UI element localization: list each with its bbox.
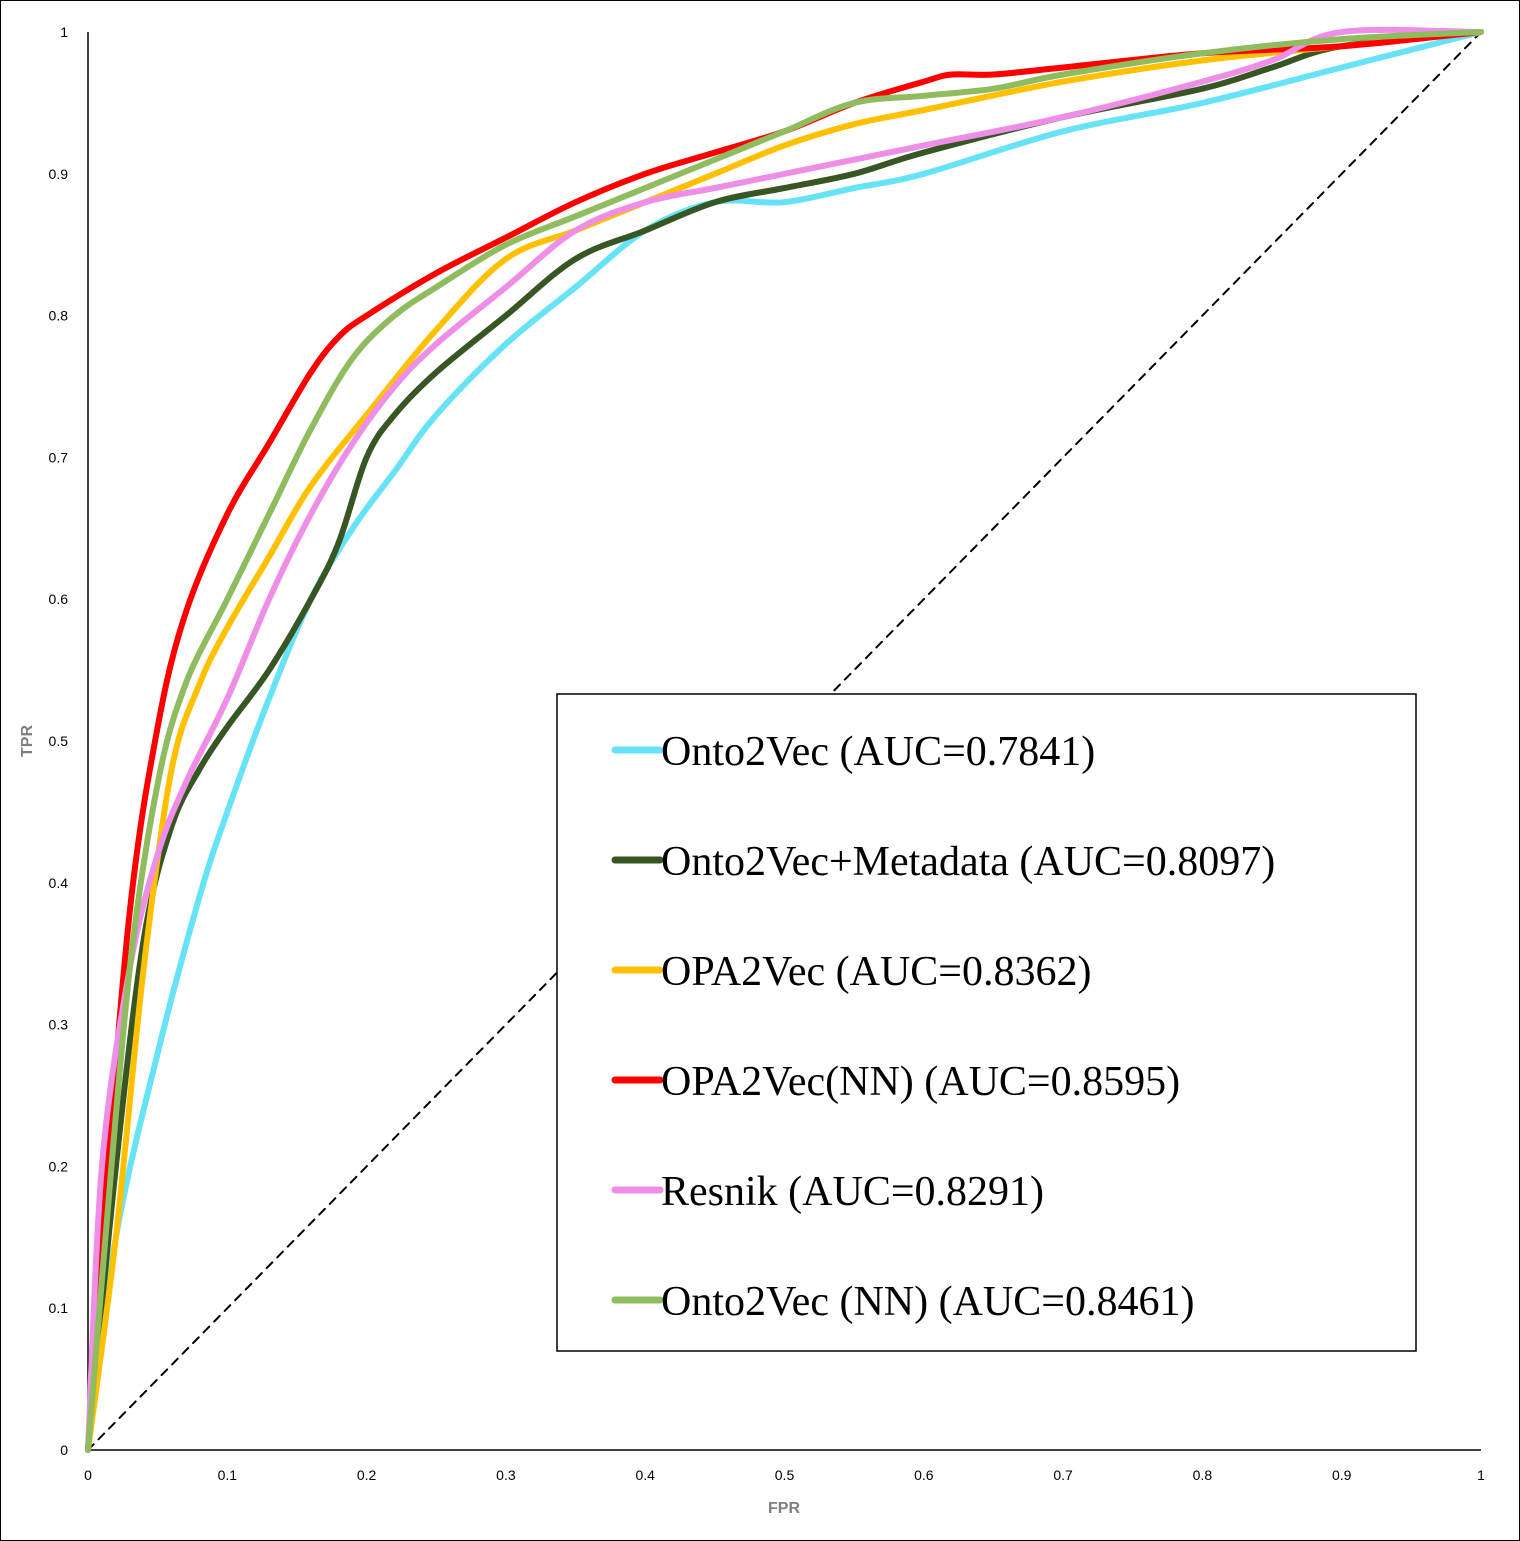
x-tick-label: 0.4: [635, 1467, 655, 1483]
series-line-2: [85, 29, 1484, 1453]
x-tick-label: 0.3: [496, 1467, 516, 1483]
y-axis-label: TPR: [19, 725, 36, 757]
x-tick-label: 0.1: [218, 1467, 238, 1483]
x-tick-label: 1: [1477, 1467, 1485, 1483]
legend-label: Onto2Vec (AUC=0.7841): [661, 729, 1095, 775]
y-tick-label: 0.1: [49, 1300, 69, 1316]
x-tick-label: 0: [84, 1467, 92, 1483]
y-tick-label: 0.8: [49, 308, 69, 324]
y-tick-labels: 0 0.1 0.2 0.3 0.4 0.5 0.6 0.7 0.8 0.9 1: [49, 24, 69, 1458]
series-line-3: [85, 29, 1484, 1453]
x-tick-label: 0.2: [357, 1467, 377, 1483]
legend-label: Onto2Vec+Metadata (AUC=0.8097): [661, 839, 1275, 885]
y-tick-label: 0.9: [49, 166, 69, 182]
series-line-5: [85, 29, 1484, 1453]
legend-label: OPA2Vec(NN) (AUC=0.8595): [661, 1059, 1180, 1105]
x-tick-label: 0.5: [775, 1467, 795, 1483]
legend-label: Onto2Vec (NN) (AUC=0.8461): [661, 1279, 1194, 1325]
x-axis-label: FPR: [768, 1500, 800, 1517]
series-line-4: [85, 26, 1484, 1453]
legend: Onto2Vec (AUC=0.7841) Onto2Vec+Metadata (…: [556, 693, 1417, 1352]
axes: [87, 32, 1481, 1451]
x-tick-label: 0.8: [1193, 1467, 1213, 1483]
y-tick-label: 0.5: [49, 733, 69, 749]
y-tick-label: 0.2: [49, 1158, 69, 1174]
legend-box: [556, 693, 1417, 1352]
y-tick-label: 0.7: [49, 449, 69, 465]
x-tick-label: 0.9: [1332, 1467, 1352, 1483]
x-tick-label: 0.6: [914, 1467, 934, 1483]
y-tick-label: 1: [60, 24, 68, 40]
series-line-0: [85, 29, 1484, 1453]
series-lines: [85, 26, 1484, 1453]
y-tick-label: 0: [60, 1442, 68, 1458]
y-tick-label: 0.4: [49, 875, 69, 891]
x-tick-label: 0.7: [1053, 1467, 1073, 1483]
x-tick-labels: 0 0.1 0.2 0.3 0.4 0.5 0.6 0.7 0.8 0.9 1: [84, 1467, 1485, 1483]
y-tick-label: 0.6: [49, 591, 69, 607]
legend-label: Resnik (AUC=0.8291): [661, 1169, 1044, 1215]
legend-label: OPA2Vec (AUC=0.8362): [661, 949, 1091, 995]
y-tick-label: 0.3: [49, 1017, 69, 1033]
